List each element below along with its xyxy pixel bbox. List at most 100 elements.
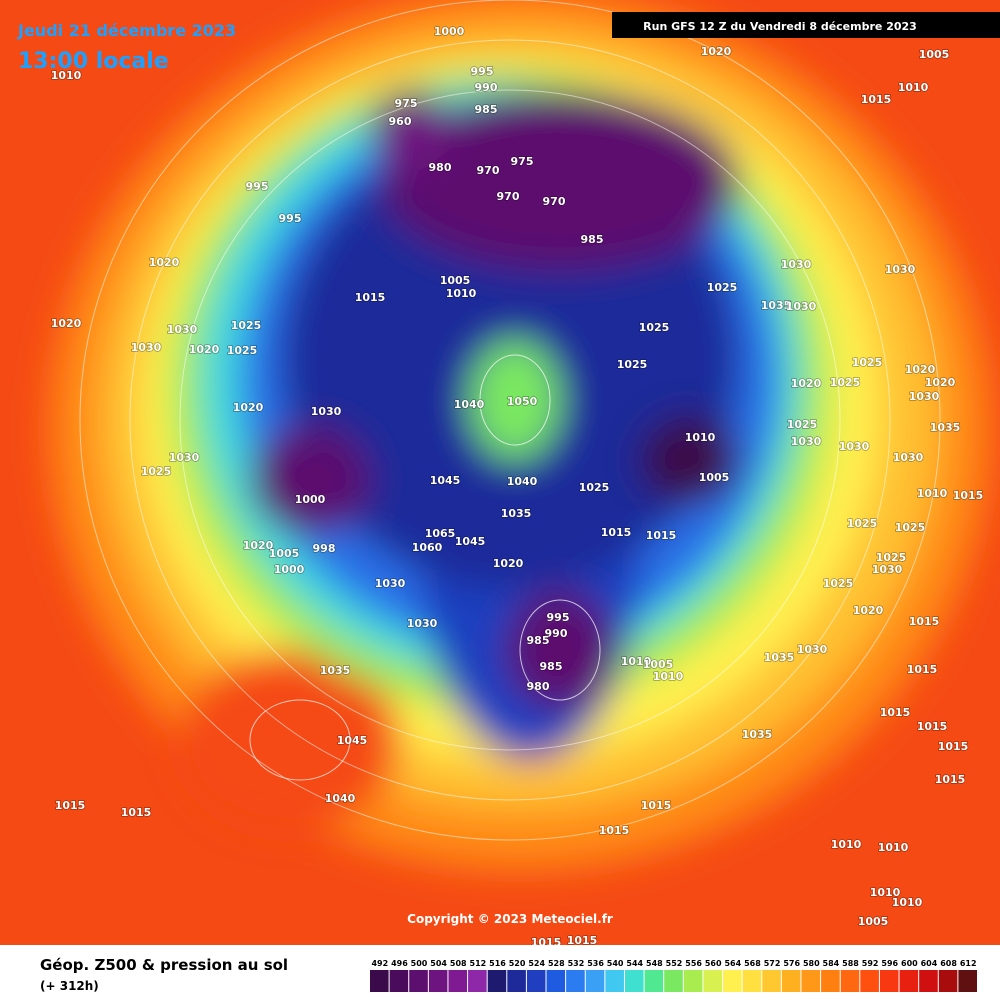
scale-swatch: [585, 970, 605, 992]
pressure-label: 1020: [149, 256, 180, 269]
pressure-label: 1015: [880, 706, 911, 719]
scale-label: 500: [411, 959, 428, 968]
scale-label: 536: [587, 959, 604, 968]
pressure-label: 1035: [761, 299, 792, 312]
pressure-label: 1010: [51, 69, 82, 82]
pressure-label: 1025: [895, 521, 926, 534]
scale-label: 612: [960, 959, 977, 968]
scale-label: 516: [489, 959, 506, 968]
date-title: Jeudi 21 décembre 2023: [17, 21, 236, 40]
scale-swatch: [860, 970, 879, 992]
scale-label: 568: [744, 959, 761, 968]
scale-swatch: [526, 970, 546, 992]
scale-label: 560: [705, 959, 722, 968]
scale-label: 524: [528, 959, 545, 968]
pressure-label: 1030: [872, 563, 903, 576]
pressure-label: 1020: [905, 363, 936, 376]
pressure-label: 1015: [355, 291, 386, 304]
pressure-label: 985: [527, 634, 550, 647]
scale-swatch: [389, 970, 409, 992]
pressure-label: 980: [429, 161, 452, 174]
scale-swatch: [958, 970, 977, 992]
pressure-label: 1020: [51, 317, 82, 330]
pressure-label: 1045: [337, 734, 368, 747]
pressure-label: 1010: [831, 838, 862, 851]
pressure-label: 1015: [55, 799, 86, 812]
scale-swatch: [742, 970, 762, 992]
pressure-label: 1015: [599, 824, 630, 837]
scale-label: 556: [685, 959, 702, 968]
scale-label: 528: [548, 959, 565, 968]
pressure-label: 1025: [579, 481, 610, 494]
pressure-label: 1015: [121, 806, 152, 819]
pressure-label: 1045: [430, 474, 461, 487]
pressure-label: 975: [395, 97, 418, 110]
scale-swatch: [683, 970, 703, 992]
scale-swatch: [487, 970, 507, 992]
pressure-label: 1005: [858, 915, 889, 928]
pressure-label: 1005: [440, 274, 471, 287]
scale-label: 588: [842, 959, 859, 968]
pressure-label: 1015: [646, 529, 677, 542]
scale-swatch: [605, 970, 624, 992]
legend-lead: (+ 312h): [40, 979, 99, 993]
scale-label: 552: [666, 959, 683, 968]
scale-label: 564: [724, 959, 741, 968]
run-info: Run GFS 12 Z du Vendredi 8 décembre 2023: [643, 20, 917, 33]
pressure-label: 1065: [425, 527, 456, 540]
pressure-label: 1025: [639, 321, 670, 334]
scale-swatch: [781, 970, 801, 992]
pressure-label: 1020: [493, 557, 524, 570]
pressure-label: 1025: [141, 465, 172, 478]
scale-swatch: [899, 970, 919, 992]
pressure-label: 1035: [320, 664, 351, 677]
scale-label: 540: [607, 959, 624, 968]
pressure-label: 1015: [909, 615, 940, 628]
pressure-label: 1015: [917, 720, 948, 733]
scale-label: 576: [783, 959, 800, 968]
scale-label: 508: [450, 959, 467, 968]
pressure-label: 1015: [938, 740, 969, 753]
scale-swatch: [664, 970, 683, 992]
pressure-label: 995: [279, 212, 302, 225]
scale-label: 596: [881, 959, 898, 968]
pressure-label: 1005: [643, 658, 674, 671]
scale-label: 600: [901, 959, 918, 968]
pressure-label: 1020: [243, 539, 274, 552]
pressure-label: 1010: [446, 287, 477, 300]
scale-swatch: [468, 970, 487, 992]
scale-label: 504: [430, 959, 447, 968]
pressure-label: 1020: [189, 343, 220, 356]
scale-swatch: [762, 970, 781, 992]
pressure-label: 1030: [375, 577, 406, 590]
pressure-label: 1030: [797, 643, 828, 656]
pressure-label: 1025: [707, 281, 738, 294]
pressure-label: 985: [581, 233, 604, 246]
scale-label: 548: [646, 959, 663, 968]
pressure-label: 1030: [169, 451, 200, 464]
pressure-label: 1010: [878, 841, 909, 854]
pressure-label: 1005: [269, 547, 300, 560]
scale-swatch: [507, 970, 526, 992]
pressure-label: 1035: [742, 728, 773, 741]
pressure-label: 1030: [131, 341, 162, 354]
pressure-label: 1050: [507, 395, 538, 408]
scale-label: 520: [509, 959, 526, 968]
pressure-label: 1030: [786, 300, 817, 313]
pressure-label: 1030: [407, 617, 438, 630]
pressure-label: 970: [543, 195, 566, 208]
scale-swatch: [821, 970, 840, 992]
pressure-label: 1020: [791, 377, 822, 390]
pressure-label: 960: [389, 115, 412, 128]
scale-swatch: [624, 970, 644, 992]
pressure-label: 1030: [781, 258, 812, 271]
pressure-label: 1010: [892, 896, 923, 909]
map-background: [0, 0, 1000, 945]
pressure-label: 1030: [893, 451, 924, 464]
scale-label: 604: [921, 959, 938, 968]
pressure-label: 1040: [507, 475, 538, 488]
pressure-label: 1000: [274, 563, 305, 576]
scale-label: 496: [391, 959, 408, 968]
pressure-label: 1025: [227, 344, 258, 357]
